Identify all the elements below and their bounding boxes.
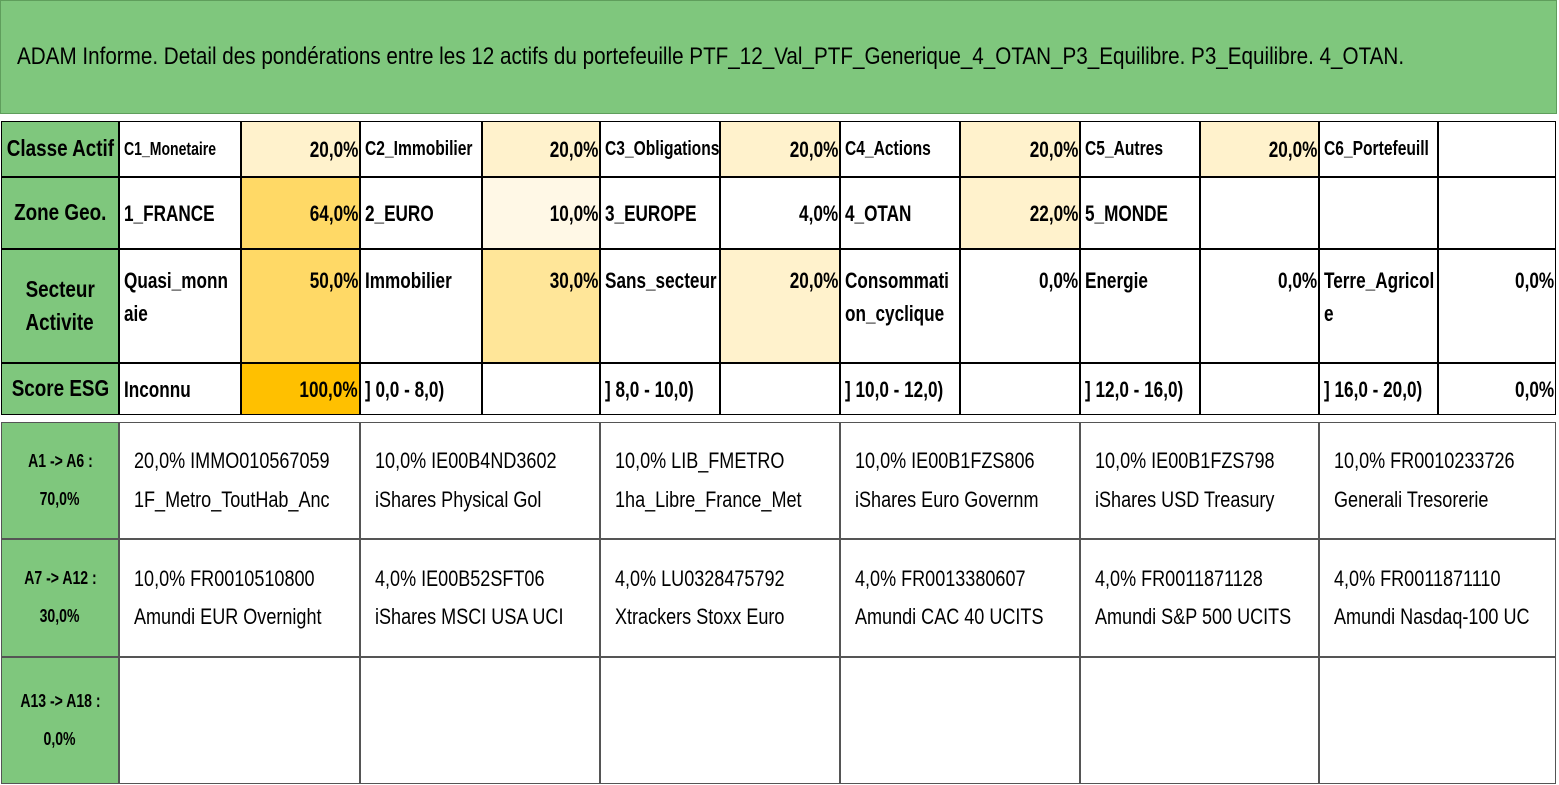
esg-value-3: [720, 363, 840, 415]
zone-value-5: [1200, 177, 1319, 249]
zone-value-3: 4,0%: [720, 177, 840, 249]
esg-name-1: Inconnu: [119, 363, 241, 415]
zone-name-5: 5_MONDE: [1080, 177, 1200, 249]
classe-value-6: [1438, 121, 1556, 177]
report-title-text: ADAM Informe. Detail des pondérations en…: [17, 43, 1405, 70]
asset-cell: 10,0% FR0010510800 Amundi EUR Overnight: [119, 539, 360, 657]
asset-cell: [600, 657, 840, 784]
asset-cell: [1080, 657, 1319, 784]
classe-value-5: 20,0%: [1200, 121, 1319, 177]
asset-cell: 4,0% FR0013380607 Amundi CAC 40 UCITS: [840, 539, 1080, 657]
esg-name-5: ] 12,0 - 16,0): [1080, 363, 1200, 415]
asset-cell: 20,0% IMMO010567059 1F_Metro_ToutHab_Anc: [119, 422, 360, 539]
asset-row-label-a13-a18: A13 -> A18 :0,0%: [1, 657, 119, 784]
esg-value-1: 100,0%: [241, 363, 360, 415]
esg-name-3: ] 8,0 - 10,0): [600, 363, 720, 415]
esg-name-2: ] 0,0 - 8,0): [360, 363, 482, 415]
asset-cell: 10,0% LIB_FMETRO 1ha_Libre_France_Met: [600, 422, 840, 539]
classe-value-3: 20,0%: [720, 121, 840, 177]
esg-name-4: ] 10,0 - 12,0): [840, 363, 960, 415]
asset-cell: 10,0% FR0010233726 Generali Tresorerie: [1319, 422, 1556, 539]
asset-cell: 4,0% IE00B52SFT06 iShares MSCI USA UCI: [360, 539, 600, 657]
asset-cell: 10,0% IE00B1FZS806 iShares Euro Governm: [840, 422, 1080, 539]
classe-name-5: C5_Autres: [1080, 121, 1200, 177]
classe-name-4: C4_Actions: [840, 121, 960, 177]
asset-cell: [360, 657, 600, 784]
secteur-name-5: Energie: [1080, 249, 1200, 363]
asset-cell: 10,0% IE00B1FZS798 iShares USD Treasury: [1080, 422, 1319, 539]
zone-value-6: [1438, 177, 1556, 249]
secteur-value-5: 0,0%: [1200, 249, 1319, 363]
asset-cell: [840, 657, 1080, 784]
asset-row-label-a7-a12: A7 -> A12 :30,0%: [1, 539, 119, 657]
esg-value-2: [482, 363, 600, 415]
secteur-name-1: Quasi_monn aie: [119, 249, 241, 363]
esg-value-4: [960, 363, 1080, 415]
classe-value-2: 20,0%: [482, 121, 600, 177]
row-label-zone-geo: Zone Geo.: [1, 177, 119, 249]
row-label-classe-actif: Classe Actif: [1, 121, 119, 177]
row-label-secteur-activite: Secteur Activite: [1, 249, 119, 363]
report-title: ADAM Informe. Detail des pondérations en…: [0, 0, 1557, 114]
secteur-name-2: Immobilier: [360, 249, 482, 363]
secteur-name-3: Sans_secteur: [600, 249, 720, 363]
zone-value-4: 22,0%: [960, 177, 1080, 249]
classe-name-6: C6_Portefeuill: [1319, 121, 1438, 177]
row-label-score-esg: Score ESG: [1, 363, 119, 415]
asset-cell: 4,0% LU0328475792 Xtrackers Stoxx Euro: [600, 539, 840, 657]
esg-name-6: ] 16,0 - 20,0): [1319, 363, 1438, 415]
secteur-name-4: Consommati on_cyclique: [840, 249, 960, 363]
asset-cell: 4,0% FR0011871128 Amundi S&P 500 UCITS: [1080, 539, 1319, 657]
zone-name-3: 3_EUROPE: [600, 177, 720, 249]
zone-name-6: [1319, 177, 1438, 249]
secteur-value-1: 50,0%: [241, 249, 360, 363]
secteur-name-6: Terre_Agricol e: [1319, 249, 1438, 363]
classe-value-4: 20,0%: [960, 121, 1080, 177]
asset-cell: 4,0% FR0011871110 Amundi Nasdaq-100 UC: [1319, 539, 1556, 657]
asset-cell: [1319, 657, 1556, 784]
asset-row-label-a1-a6: A1 -> A6 :70,0%: [1, 422, 119, 539]
asset-cell: [119, 657, 360, 784]
classe-name-2: C2_Immobilier: [360, 121, 482, 177]
zone-value-1: 64,0%: [241, 177, 360, 249]
classe-value-1: 20,0%: [241, 121, 360, 177]
zone-name-4: 4_OTAN: [840, 177, 960, 249]
classe-name-3: C3_Obligations: [600, 121, 720, 177]
asset-cell: 10,0% IE00B4ND3602 iShares Physical Gol: [360, 422, 600, 539]
classe-name-1: C1_Monetaire: [119, 121, 241, 177]
secteur-value-3: 20,0%: [720, 249, 840, 363]
secteur-value-2: 30,0%: [482, 249, 600, 363]
secteur-value-4: 0,0%: [960, 249, 1080, 363]
esg-value-5: [1200, 363, 1319, 415]
zone-value-2: 10,0%: [482, 177, 600, 249]
zone-name-2: 2_EURO: [360, 177, 482, 249]
esg-value-6: 0,0%: [1438, 363, 1556, 415]
zone-name-1: 1_FRANCE: [119, 177, 241, 249]
secteur-value-6: 0,0%: [1438, 249, 1556, 363]
